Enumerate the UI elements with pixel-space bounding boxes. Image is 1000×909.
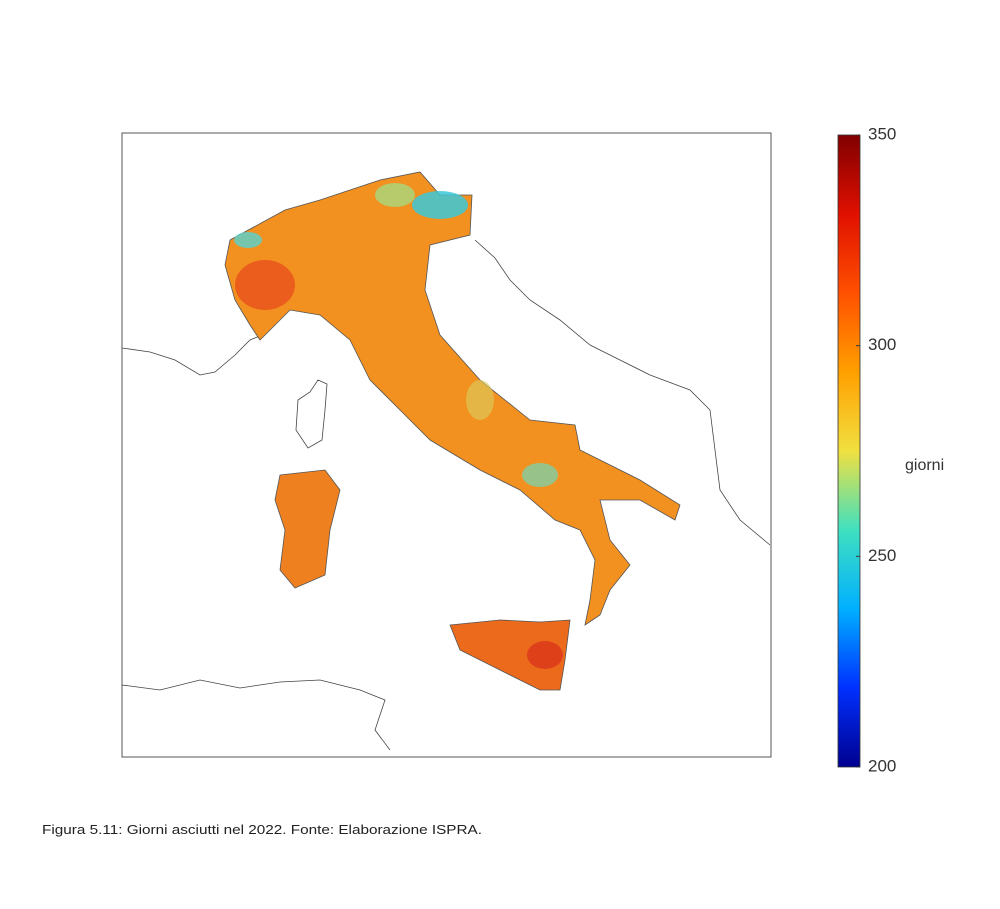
coastlines — [121, 239, 771, 751]
colorbar-tick-label: 200 — [868, 756, 896, 775]
colorbar-tick-label: 300 — [868, 335, 896, 354]
colorbar-label: giorni — [905, 457, 944, 474]
italy — [224, 171, 681, 691]
colorbar — [837, 134, 861, 768]
map-shading — [234, 183, 563, 669]
caption: Figura 5.11: Giorni asciutti nel 2022. F… — [42, 822, 482, 837]
colorbar-tick-label: 350 — [868, 124, 896, 143]
colorbar-tick-label: 250 — [868, 546, 896, 565]
